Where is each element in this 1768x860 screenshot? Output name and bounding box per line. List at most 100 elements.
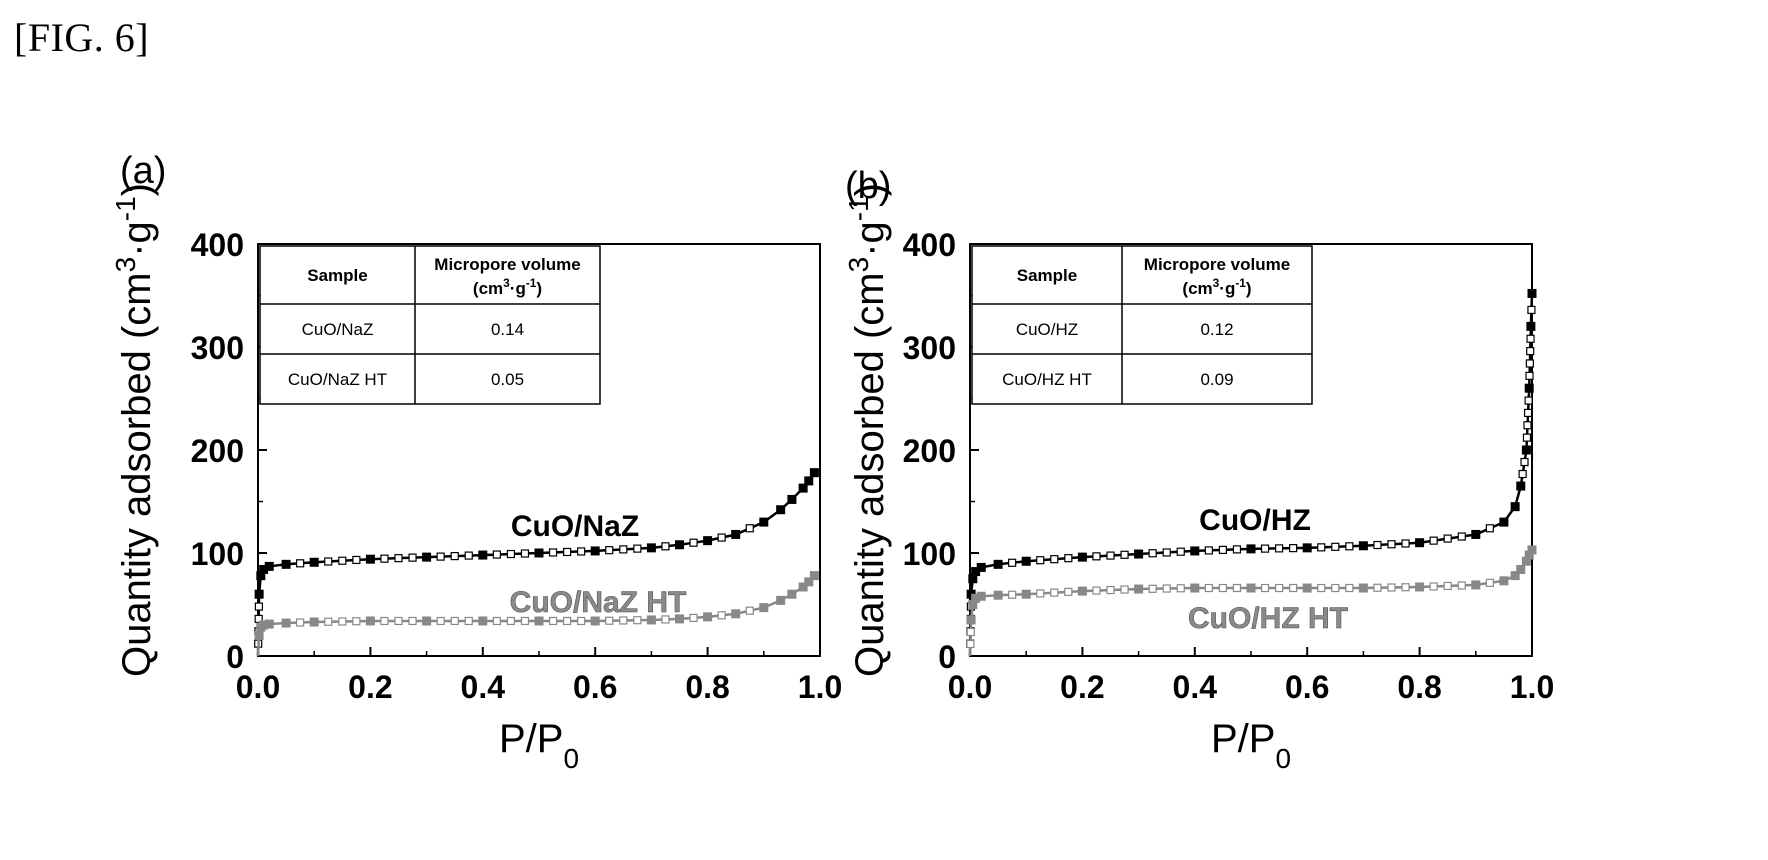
table-cell-volume: 0.14 [491,320,524,339]
table-cell-sample: CuO/HZ HT [1002,370,1092,389]
data-point-open [1092,586,1101,595]
data-point [1077,552,1087,562]
data-point [1021,556,1031,566]
data-point [798,483,808,493]
data-point [759,517,769,527]
data-point [1358,541,1368,551]
data-point [759,603,769,613]
data-point-open [1120,585,1129,594]
data-point [1516,481,1526,491]
data-point-open [352,555,361,565]
data-point-open [296,618,305,627]
x-tick-label: 1.0 [798,669,842,705]
chart-panel-a: (a) 0.0 0.2 0.4 0.6 0.8 1.0 0 100 200 300 400 P/P0 Qu… [110,150,843,774]
data-point [787,494,797,504]
data-point-open [1289,583,1298,593]
table-cell-sample: CuO/HZ [1016,320,1078,339]
data-point-open [633,544,642,553]
data-point [675,614,684,624]
x-tick-label: 1.0 [1510,669,1554,705]
data-point-open [1204,583,1213,593]
data-point-open [1162,548,1171,557]
data-point [776,595,786,605]
data-point-open [1523,421,1532,430]
data-point-open [1106,585,1115,595]
data-point [281,618,291,628]
data-point-open [1485,524,1494,533]
data-point [703,612,713,622]
series-label: CuO/HZ HT [1188,602,1348,635]
data-point-open [254,614,263,624]
data-point-open [577,616,586,626]
data-point-open [1526,347,1535,356]
data-point [1471,580,1481,590]
data-point-open [1176,584,1185,593]
data-point [1415,582,1425,592]
table-border [259,245,601,405]
y-axis-title: Quantity adsorbed (cm3·g-1) [110,183,160,677]
table-border [971,245,1313,405]
data-point [264,561,274,571]
data-point [422,616,432,626]
data-point-open [324,557,333,566]
data-point [804,476,814,486]
data-point [1246,583,1256,593]
data-point-open [717,611,726,620]
data-point-open [1050,555,1059,564]
y-tick-label: 0 [226,639,244,675]
y-tick-label: 0 [938,639,956,675]
data-point [1246,544,1256,554]
data-point-open [1527,305,1536,315]
x-axis-title: P/P0 [1211,717,1291,774]
series-label: CuO/HZ [1199,504,1311,537]
data-point [478,550,488,560]
data-point [776,505,786,515]
data-point-open [436,616,445,626]
data-point-open [408,616,417,626]
data-point [731,609,741,619]
data-point-open [661,542,670,551]
data-point-open [577,547,586,556]
data-point-open [1274,544,1284,553]
data-point [731,529,741,539]
data-point-open [1064,554,1073,563]
data-point [254,589,264,599]
data-point [675,540,684,550]
data-point-open [1008,558,1017,567]
x-tick-label: 0.2 [348,669,392,705]
data-point-open [1232,545,1242,554]
series-label: CuO/NaZ [511,510,639,543]
data-point [966,615,976,625]
data-point [809,468,819,478]
data-point [254,630,264,640]
data-point-open [450,551,459,561]
data-point [1499,517,1509,527]
data-point-open [1148,549,1157,558]
data-point-open [1218,583,1228,593]
data-point-open [1523,408,1533,418]
table-header-sample: Sample [307,266,367,285]
x-axis-title: P/P0 [499,717,579,774]
x-tick-label: 0.8 [685,669,729,705]
data-point [646,615,656,625]
data-point-open [506,549,515,559]
data-point-open [1429,536,1438,545]
data-point [993,559,1003,569]
data-point-open [745,524,754,533]
data-point [365,554,375,564]
data-point-open [1443,581,1452,591]
data-point-open [296,559,305,568]
data-point-open [1050,588,1059,597]
data-point-open [506,616,515,626]
table-cell-volume: 0.12 [1200,320,1233,339]
table-cell-sample: CuO/NaZ [302,320,374,339]
data-point-open [1148,584,1157,593]
data-point-open [1064,587,1073,596]
y-tick-label: 100 [191,536,244,572]
data-point [1499,576,1509,586]
y-tick-label: 300 [191,330,244,366]
data-point-open [1120,550,1129,559]
data-point-open [689,538,698,547]
data-point-open [619,616,628,625]
data-point-open [1331,542,1340,551]
